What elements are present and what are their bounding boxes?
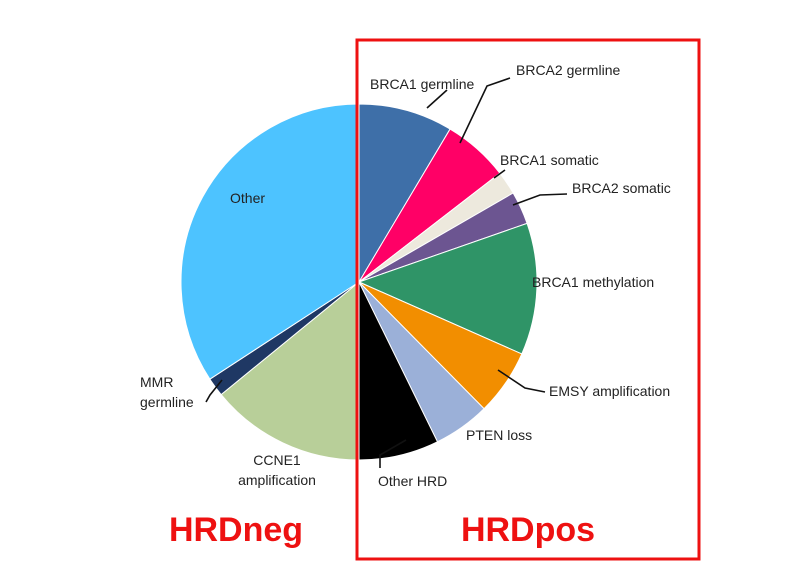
group-label-hrdpos: HRDpos — [461, 511, 595, 549]
pie-slice-brca1-methylation — [357, 222, 538, 355]
slice-label-brca2-somatic: BRCA2 somatic — [572, 180, 671, 196]
leader-line-brca2-somatic — [512, 193, 568, 206]
leader-line-mmr-germline — [205, 379, 223, 403]
slice-label-brca1-germline: BRCA1 germline — [370, 76, 474, 92]
slice-labels: BRCA1 germline BRCA2 germline BRCA1 somati… — [140, 62, 671, 489]
leader-line-brca1-germline — [426, 89, 448, 109]
pie-slice-brca1-germline — [358, 103, 451, 284]
pie-slice-ccne1-amplification — [220, 280, 360, 461]
slice-label-brca1-methylation: BRCA1 methylation — [532, 274, 654, 290]
hrdpos-box — [355, 38, 701, 561]
slice-label-ccne1-amplification: CCNE1 amplification — [238, 452, 316, 488]
slice-label-emsy-amplification: EMSY amplification — [549, 383, 670, 399]
pie-slices — [180, 103, 538, 461]
slice-label-mmr-germline: MMR germline — [140, 374, 194, 410]
leader-line-brca1-somatic — [493, 169, 506, 179]
leader-line-brca2-germline — [459, 77, 511, 144]
slice-label-brca1-somatic: BRCA1 somatic — [500, 152, 599, 168]
slice-label-pten-loss: PTEN loss — [466, 427, 532, 443]
slice-label-brca2-germline: BRCA2 germline — [516, 62, 620, 78]
leader-line-other-hrd — [379, 439, 407, 468]
slice-label-other-hrd: Other HRD — [378, 473, 447, 489]
pie-slice-other — [180, 103, 360, 380]
slice-label-other: Other — [230, 190, 265, 206]
leader-line-emsy-amplification — [497, 369, 546, 393]
leader-lines — [205, 77, 568, 468]
group-label-hrdneg: HRDneg — [169, 511, 303, 549]
